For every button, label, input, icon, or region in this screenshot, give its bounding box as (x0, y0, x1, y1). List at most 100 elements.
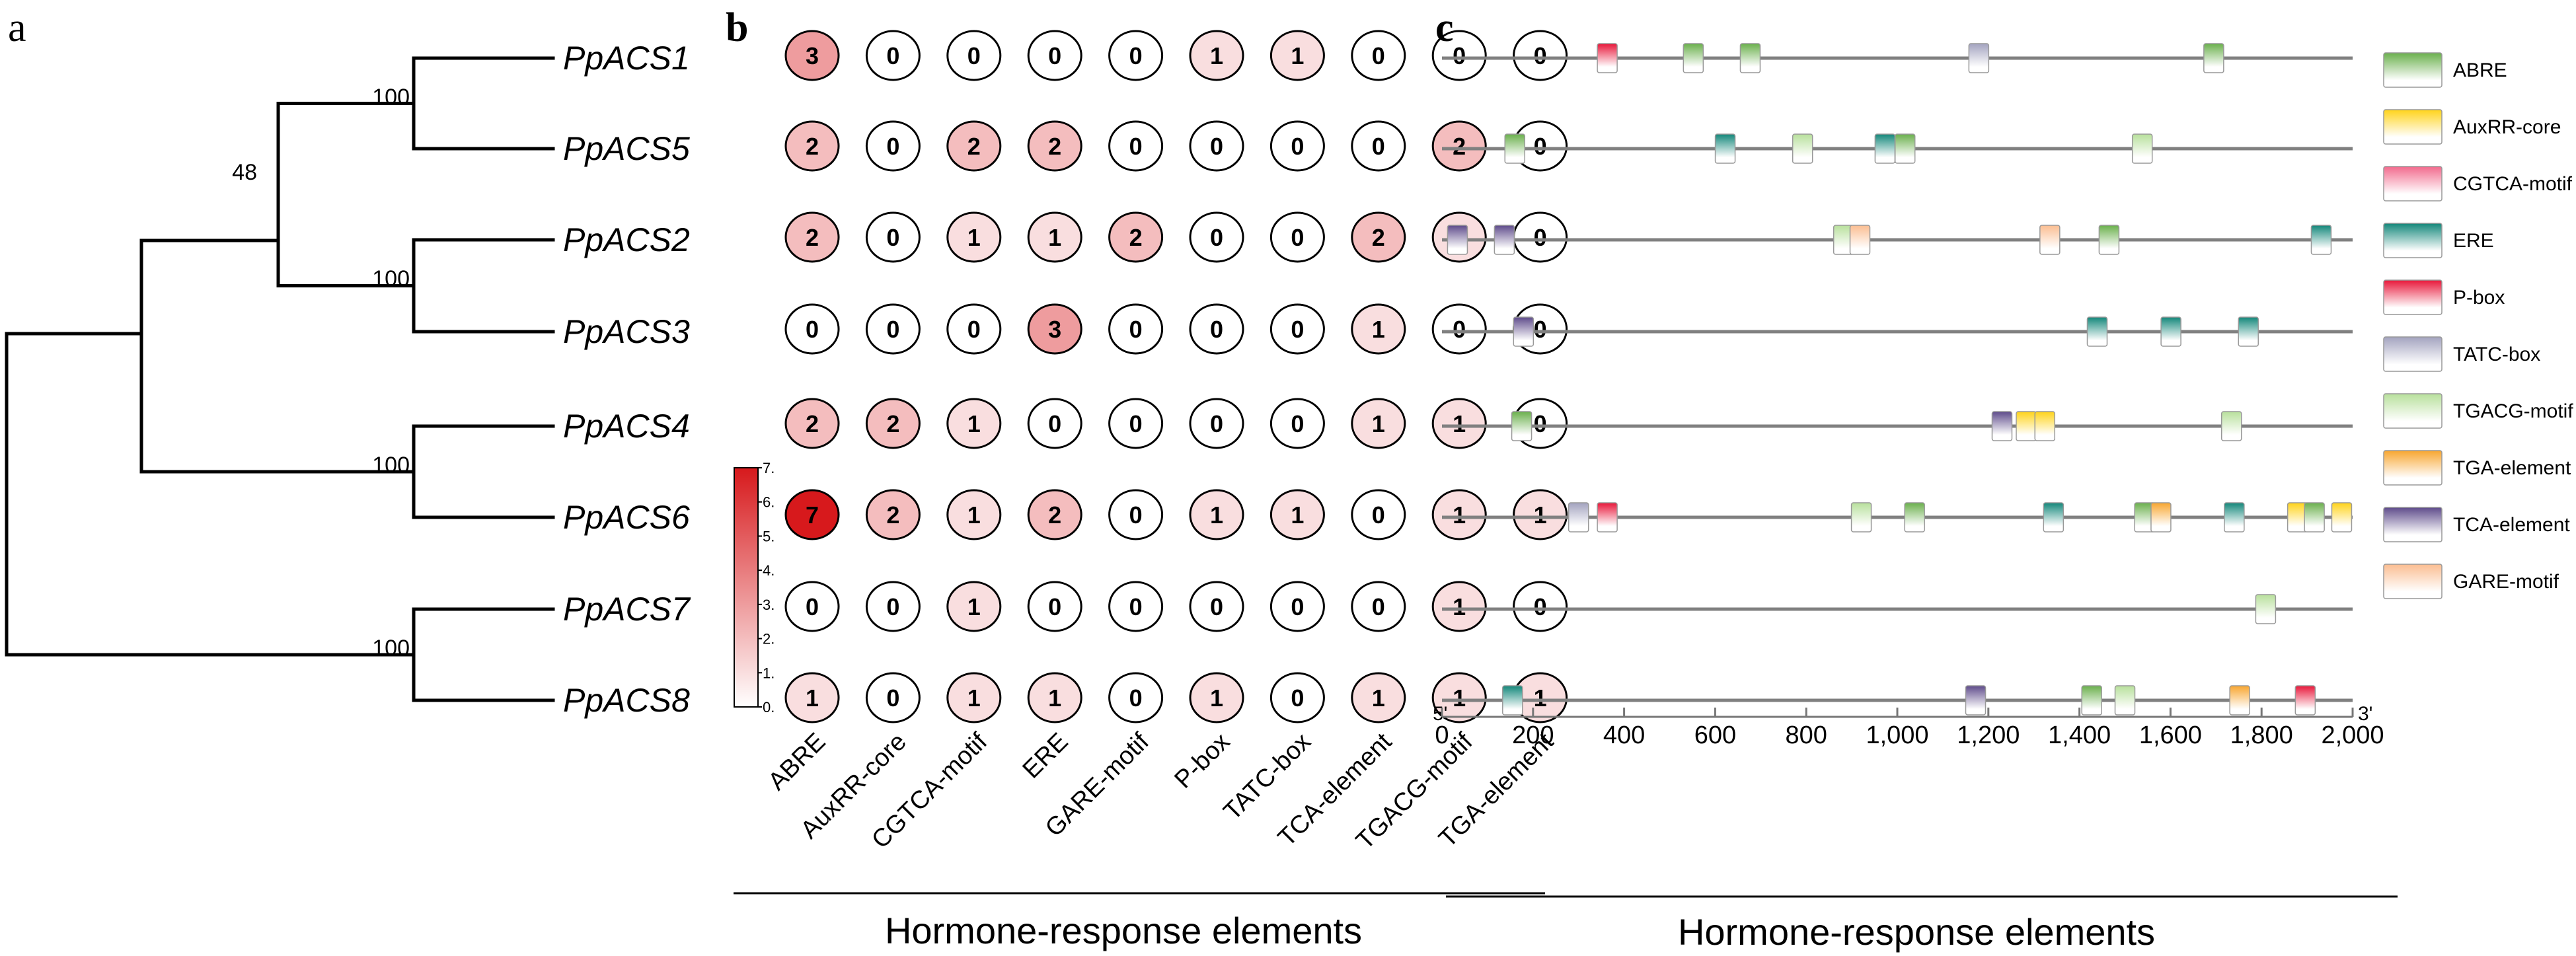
cis-element-ere (2310, 225, 2332, 255)
colorbar-tick-label: 6. (763, 494, 775, 511)
heatmap-cell-value: 0 (1534, 133, 1547, 160)
heatmap-cell-value: 1 (1048, 684, 1061, 712)
heatmap-cell-value: 0 (886, 133, 899, 160)
tree-leaf-label: PpACS3 (563, 313, 690, 350)
heatmap-cell-value: 0 (1291, 684, 1304, 712)
cis-element-abre (1739, 43, 1761, 73)
heatmap-cell (1189, 30, 1244, 81)
five-prime-label: 5' (1433, 703, 1447, 725)
heatmap-cell (946, 303, 1002, 355)
legend-swatch (2383, 223, 2443, 258)
heatmap-cell (784, 672, 840, 723)
heatmap-cell-value: 1 (967, 410, 981, 437)
heatmap-cell-value: 1 (967, 224, 981, 251)
heatmap-cell (1027, 398, 1082, 449)
heatmap-cell (784, 303, 840, 355)
heatmap-cell (865, 672, 921, 723)
heatmap-cell (1027, 120, 1082, 172)
cis-element-ere (2086, 316, 2108, 347)
heatmap-cell (865, 398, 921, 449)
heatmap-cell-value: 2 (1129, 224, 1143, 251)
heatmap-cell-value: 0 (1291, 316, 1304, 343)
x-axis-tick-label: 1,800 (2230, 721, 2293, 749)
cis-element-tca-element (1991, 411, 2013, 441)
panel-c-promoter-elements: c Hormone-response elements 5' 3' 0 200 40… (1433, 5, 2573, 953)
heatmap-cell (1351, 30, 1406, 81)
heatmap-cell (1269, 398, 1325, 449)
heatmap-cell (1513, 581, 1568, 632)
heatmap-cell-value: 0 (1534, 316, 1547, 343)
cis-element-auxrr-core (2034, 411, 2055, 441)
panel-b-element-count-heatmap: b Hormone-response elements 3 0 0 0 0 1 1 0 0 02 0… (726, 5, 1568, 951)
legend-swatch (2383, 109, 2443, 145)
heatmap-cell-value: 0 (1129, 593, 1143, 620)
heatmap-cell-value: 2 (1048, 501, 1061, 529)
heatmap-cell-value: 0 (1129, 501, 1143, 529)
heatmap-cell-value: 1 (1453, 501, 1466, 529)
heatmap-cell (1108, 581, 1164, 632)
heatmap-cell (1351, 489, 1406, 540)
heatmap-cell-value: 1 (1453, 684, 1466, 712)
cis-element-abre (1683, 43, 1704, 73)
heatmap-cell-value: 2 (806, 224, 819, 251)
tree-leaf-label: PpACS2 (563, 221, 690, 258)
legend-swatch (2383, 507, 2443, 542)
heatmap-cell-value: 0 (1291, 410, 1304, 437)
x-axis-tick-label: 1,600 (2139, 721, 2202, 749)
heatmap-cell-value: 0 (806, 593, 819, 620)
heatmap-cell-value: 0 (1210, 133, 1223, 160)
heatmap-cell-value: 3 (1048, 316, 1061, 343)
legend-label: ABRE (2453, 59, 2507, 81)
bootstrap-value: 100 (372, 636, 410, 661)
panel-a-phylogenetic-tree: a PpACS1 PpACS5 PpACS2 PpACS3 PpACS4 PpACS6 Pp… (5, 5, 691, 719)
heatmap-cell (1431, 120, 1487, 172)
panel-label-b: b (726, 5, 748, 50)
column-label: ERE (1018, 728, 1074, 784)
heatmap-cell (1431, 672, 1487, 723)
heatmap-cell (1269, 672, 1325, 723)
heatmap-cell (1108, 672, 1164, 723)
heatmap-cell (784, 489, 840, 540)
colorbar-tick-label: 1. (763, 665, 775, 681)
cis-element-tca-element (1494, 225, 1515, 255)
heatmap-cell (784, 211, 840, 263)
heatmap-cell (784, 581, 840, 632)
cis-element-p-box (1597, 43, 1618, 73)
heatmap-cell-value: 0 (886, 42, 899, 69)
heatmap-cell-value: 0 (1210, 410, 1223, 437)
heatmap-cell-value: 0 (1129, 133, 1143, 160)
heatmap-cell-value: 1 (1291, 501, 1304, 529)
heatmap-cell (1108, 211, 1164, 263)
heatmap-cell-value: 1 (1048, 224, 1061, 251)
heatmap-cell (1269, 120, 1325, 172)
heatmap-cell (1027, 489, 1082, 540)
cis-element-ere (2043, 502, 2065, 533)
heatmap-cell-value: 0 (1534, 593, 1547, 620)
heatmap-cell (1351, 672, 1406, 723)
heatmap-cell (1189, 581, 1244, 632)
cis-element-ere (2224, 502, 2245, 533)
heatmap-cell (1351, 120, 1406, 172)
cis-element-ere (2238, 316, 2259, 347)
heatmap-cell-value: 1 (1291, 42, 1304, 69)
heatmap-cell (865, 489, 921, 540)
heatmap-cell (865, 120, 921, 172)
legend-swatch (2383, 52, 2443, 88)
cis-element-tga-element (2229, 685, 2250, 716)
heatmap-cell (1108, 303, 1164, 355)
heatmap-cell (865, 581, 921, 632)
heatmap-cell-value: 1 (1372, 410, 1385, 437)
tree-leaf-label: PpACS8 (563, 682, 690, 719)
heatmap-cell (1513, 489, 1568, 540)
heatmap-cell (946, 120, 1002, 172)
x-axis-tick-label: 1,400 (2048, 721, 2111, 749)
heatmap-cell (784, 120, 840, 172)
heatmap-cell-value: 0 (1372, 501, 1385, 529)
cis-element-ere (2160, 316, 2181, 347)
heatmap-cell (1189, 489, 1244, 540)
column-label: ABRE (763, 728, 831, 796)
legend-label: TGA-element (2453, 457, 2571, 479)
heatmap-cell (946, 398, 1002, 449)
heatmap-cell-value: 0 (1048, 410, 1061, 437)
x-axis-tick-label: 2,000 (2321, 721, 2384, 749)
